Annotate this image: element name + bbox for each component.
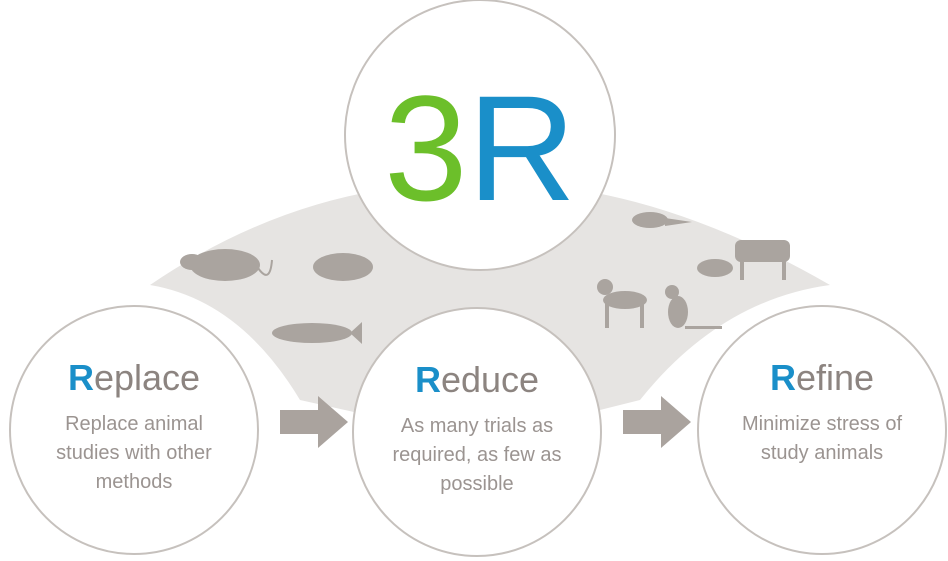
step-initial: R [68,357,94,398]
step-heading: Reduce [415,359,539,400]
arrow [623,396,691,448]
step-initial: R [415,359,441,400]
step-initial: R [770,357,796,398]
diagram: 3R ReplaceReplace animalstudies with oth… [0,0,948,561]
logo-digit: 3 [384,64,467,232]
step-heading: Refine [770,357,874,398]
logo-letter: R [468,64,576,232]
step-name: educe [441,359,539,400]
step-description: required, as few as [393,444,562,466]
step-description: As many trials as [401,415,553,437]
step-description: methods [96,471,173,493]
step-heading: Replace [68,357,200,398]
step-description: studies with other [56,442,212,464]
step-name: efine [796,357,874,398]
step-description: study animals [761,442,883,464]
logo: 3R [384,64,576,232]
step-description: possible [440,473,513,495]
step-description: Replace animal [65,413,203,435]
step-name: eplace [94,357,200,398]
step-description: Minimize stress of [742,413,902,435]
